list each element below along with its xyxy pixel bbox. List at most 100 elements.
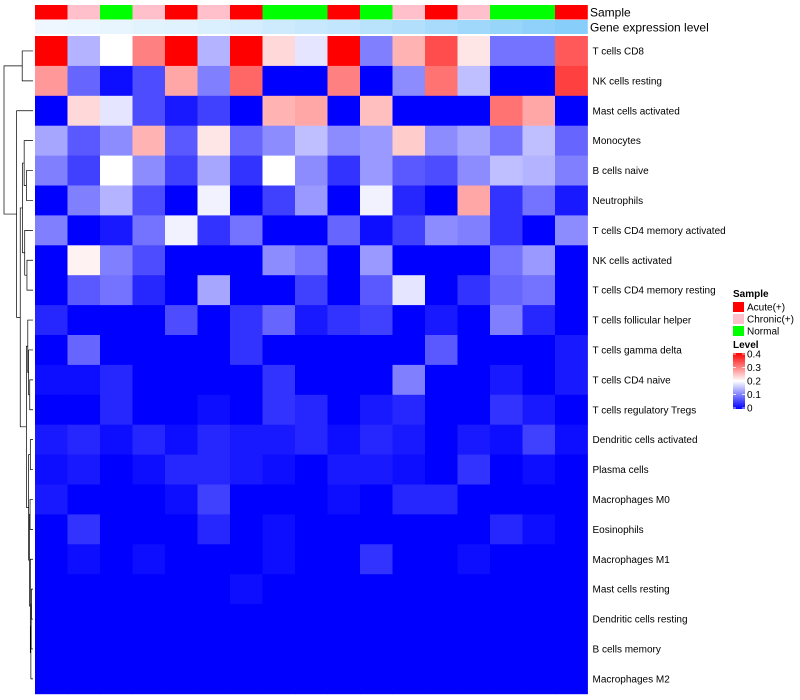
heatmap-cell [165,364,198,396]
heatmap-cell [425,36,458,67]
heatmap-cell [35,155,68,186]
sample-annotation-cell [132,5,166,20]
heatmap-cell [230,185,263,216]
heatmap-cell [262,185,296,216]
heatmap-cell [230,604,263,635]
heatmap-cell [457,335,491,366]
level-tick-label: 0.3 [747,363,761,374]
heatmap-cell [360,574,393,605]
sample-legend-label: Chronic(+) [747,315,794,326]
heatmap-cell [67,95,101,127]
gene-expression-annotation-bar [35,20,588,34]
heatmap-cell [67,65,101,97]
heatmap-cell [327,484,361,515]
heatmap-cell [360,394,393,426]
heatmap-cell [327,424,361,455]
heatmap-cell [327,544,361,575]
sample-annotation-cell [295,5,328,20]
sample-legend-swatch [733,326,744,336]
heatmap-cell [197,305,231,336]
heatmap-cell [327,125,361,156]
heatmap-cell [197,424,231,455]
heatmap-cell [555,364,588,396]
heatmap-cell [165,95,198,127]
heatmap-cell [230,454,263,485]
heatmap-cell [165,275,198,306]
heatmap-cell [295,155,328,186]
heatmap-cell [360,36,393,67]
heatmap-cell [230,275,263,306]
heatmap-cell [197,185,231,216]
heatmap-cell [360,484,393,515]
heatmap-cell [457,245,491,276]
heatmap-cell [295,484,328,515]
heatmap-cell [67,335,101,366]
heatmap-cell [425,275,458,306]
heatmap-cell [295,424,328,455]
heatmap-cell [132,544,166,575]
heatmap-cell [360,125,393,156]
heatmap-cell [67,634,101,665]
heatmap-cell [295,65,328,97]
heatmap-cell [35,305,68,336]
heatmap-cell [132,424,166,455]
heatmap-cell [165,424,198,455]
heatmap-cell [262,275,296,306]
heatmap-cell [392,394,426,426]
heatmap-cell [490,394,523,426]
heatmap-cell [100,125,133,156]
heatmap-cell [132,514,166,545]
heatmap-cell [67,574,101,605]
heatmap-cell [327,514,361,545]
heatmap-cell [425,65,458,97]
heatmap-cell [522,544,556,575]
heatmap-cell [360,514,393,545]
sample-annotation-cell [425,5,458,20]
row-label: Monocytes [593,136,641,147]
heatmap-cell [262,514,296,545]
heatmap-cell [327,663,361,695]
sample-annotation-cell [165,5,198,20]
heatmap-cell [35,604,68,635]
heatmap-cell [262,394,296,426]
heatmap-cell [35,275,68,306]
row-label: NK cells activated [593,256,672,267]
heatmap-cell [35,245,68,276]
heatmap-cell [262,125,296,156]
heatmap-cell [360,335,393,366]
heatmap-cell [197,663,231,695]
heatmap-cell [522,394,556,426]
heatmap-cell [100,514,133,545]
heatmap-cell [392,663,426,695]
heatmap-cell [132,604,166,635]
heatmap-cell [67,36,101,67]
heatmap-cell [262,634,296,665]
heatmap-cell [295,125,328,156]
heatmap-cell [165,125,198,156]
heatmap-cell [360,424,393,455]
sample-annotation-cell [490,5,523,20]
heatmap-cell [230,95,263,127]
heatmap-cell [262,424,296,455]
heatmap-cell [132,335,166,366]
heatmap-cell [295,275,328,306]
heatmap-cell [100,634,133,665]
heatmap-cell [425,364,458,396]
heatmap-cell [230,36,263,67]
heatmap-cell [490,604,523,635]
heatmap-cell [197,484,231,515]
heatmap-cell [327,394,361,426]
gene-expression-annotation-cell [132,20,166,34]
heatmap-cell [100,364,133,396]
heatmap-cell [197,394,231,426]
sample-annotation-cell [522,5,556,20]
heatmap-cell [100,424,133,455]
heatmap-cell [230,155,263,186]
heatmap-cell [555,544,588,575]
heatmap-cell [392,514,426,545]
gene-expression-annotation-cell [522,20,556,34]
heatmap-cell [425,185,458,216]
heatmap-cell [490,215,523,246]
heatmap-cell [165,215,198,246]
heatmap-cell [295,663,328,695]
